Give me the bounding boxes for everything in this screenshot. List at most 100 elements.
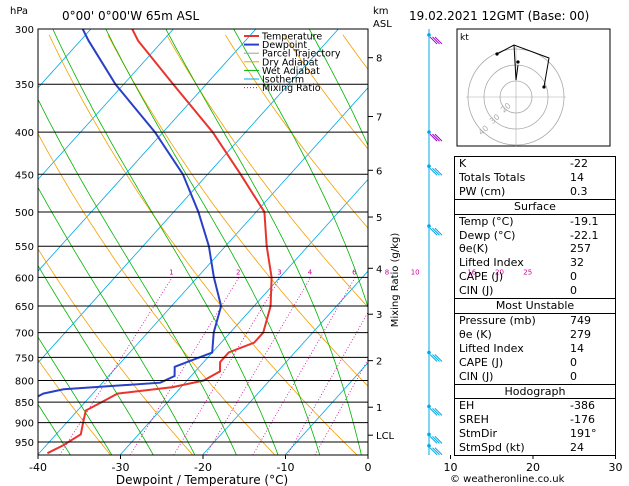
dry-adiabat-line <box>48 34 358 455</box>
index-value: -19.1 <box>570 214 599 228</box>
index-label: CIN (J) <box>459 369 494 383</box>
hodograph-section: EH -386 SREH -176 StmDir 191° StmSpd (kt) 24 <box>455 398 615 455</box>
km-tick-label: 5 <box>376 213 382 224</box>
wet-adiabat-line <box>38 403 71 455</box>
surface-section: Temp (°C) -19.1 Dewp (°C) -22.1 θe(K) 257 Lift… <box>455 213 615 298</box>
hodograph-point <box>542 85 546 89</box>
wind-barb <box>434 36 443 45</box>
km-tick-label: LCL <box>376 431 395 442</box>
isotherm-line <box>615 29 629 455</box>
index-row: Dewp (°C) -22.1 <box>455 229 615 243</box>
index-value: -386 <box>570 399 595 413</box>
legend-entry: Mixing Ratio <box>262 83 321 94</box>
index-row: Temp (°C) -19.1 <box>455 215 615 229</box>
dry-adiabat-line <box>166 34 368 308</box>
legend-entry: Temperature <box>261 32 322 43</box>
wind-barb <box>432 133 440 142</box>
wind-barb-dot <box>427 350 431 355</box>
index-value: 24 <box>570 441 584 455</box>
index-row: Lifted Index 32 <box>455 256 615 270</box>
dry-adiabat-line <box>38 132 276 455</box>
most-unstable-section: Pressure (mb) 749 θe (K) 279 Lifted Index 14 C… <box>455 312 615 384</box>
hodograph-point <box>516 60 520 64</box>
most-unstable-title: Most Unstable <box>455 298 615 313</box>
km-tick-label: 7 <box>376 113 382 124</box>
index-label: StmSpd (kt) <box>459 441 525 455</box>
pressure-tick-label: 850 <box>15 398 34 409</box>
wind-barb <box>434 436 443 444</box>
wind-barb <box>429 36 438 45</box>
wind-barb <box>434 227 443 236</box>
wind-barb <box>432 447 440 456</box>
indices-table: K -22 Totals Totals 14 PW (cm) 0.3 Surface Te… <box>454 156 616 457</box>
chart-labels: 1 2 3 4 6 8 10 16 20 2530035040045050055060065070… <box>10 6 623 486</box>
km-tick-label: 4 <box>376 264 382 275</box>
mixing-ratio-label: 20 <box>495 268 504 276</box>
temp-tick-label: 10 <box>444 461 458 474</box>
x-axis-title: Dewpoint / Temperature (°C) <box>116 473 288 486</box>
pressure-tick-label: 350 <box>15 80 34 91</box>
mixing-ratio-label: 25 <box>523 268 532 276</box>
mixing-ratio-line <box>205 277 312 455</box>
asl-label: ASL <box>373 19 392 30</box>
index-value: 279 <box>570 327 591 341</box>
index-label: StmDir <box>459 427 498 441</box>
index-row: PW (cm) 0.3 <box>455 185 615 199</box>
index-value: 14 <box>570 341 584 355</box>
isotherm-line <box>38 29 174 181</box>
mixing-ratio-line <box>314 358 368 455</box>
pressure-tick-label: 400 <box>15 128 34 139</box>
dry-adiabat-line <box>225 34 368 229</box>
km-tick-label: 2 <box>376 357 382 368</box>
index-row: Pressure (mb) 749 <box>455 314 615 328</box>
km-tick-label: 3 <box>376 310 382 321</box>
index-label: Lifted Index <box>459 341 524 355</box>
wind-barb-dot <box>427 164 431 169</box>
wind-barb <box>429 227 438 236</box>
wind-barb-dot <box>427 443 431 448</box>
index-row: StmDir 191° <box>455 427 615 441</box>
index-row: EH -386 <box>455 399 615 413</box>
index-value: -22 <box>570 157 588 170</box>
hodograph-point <box>495 52 499 56</box>
hodograph-trace <box>496 44 550 88</box>
temp-tick-label: -40 <box>29 461 47 474</box>
index-row: Totals Totals 14 <box>455 171 615 185</box>
index-row: Lifted Index 14 <box>455 342 615 356</box>
index-value: 0.3 <box>570 184 588 198</box>
wind-barb-dot <box>427 130 431 134</box>
mixing-ratio-label: 3 <box>277 268 281 276</box>
isotherm-line <box>0 29 8 455</box>
dry-adiabat-line <box>38 358 111 455</box>
dry-adiabat-line <box>107 34 368 387</box>
index-row: CAPE (J) 0 <box>455 356 615 370</box>
temp-tick-label: -20 <box>194 461 212 474</box>
hodograph-frame <box>456 28 611 147</box>
index-label: CAPE (J) <box>459 270 504 284</box>
hodograph-ring-label: 40 <box>477 124 491 137</box>
index-label: Pressure (mb) <box>459 313 536 327</box>
isotherm-line <box>202 270 368 455</box>
wind-barb <box>429 167 438 176</box>
mixing-ratio-label: 1 <box>169 268 173 276</box>
pressure-tick-label: 600 <box>15 273 34 284</box>
index-label: Totals Totals <box>459 170 526 184</box>
wind-barb <box>434 167 443 176</box>
wind-barb <box>432 36 440 45</box>
index-label: PW (cm) <box>459 184 506 198</box>
temp-tick-label: -10 <box>277 461 295 474</box>
index-row: θe (K) 279 <box>455 328 615 342</box>
index-label: Lifted Index <box>459 256 524 270</box>
mixing-ratio-label: 10 <box>411 268 420 276</box>
datetime-label: 19.02.2021 12GMT (Base: 00) <box>409 9 589 23</box>
index-label: EH <box>459 399 475 413</box>
hodograph-ring-label: 30 <box>488 112 502 125</box>
index-label: θe (K) <box>459 327 492 341</box>
pressure-tick-label: 750 <box>15 353 34 364</box>
km-tick-label: 6 <box>376 166 382 177</box>
wind-barb <box>432 354 440 362</box>
footer-credit: © weatheronline.co.uk <box>450 474 565 485</box>
wind-barb <box>429 354 438 362</box>
